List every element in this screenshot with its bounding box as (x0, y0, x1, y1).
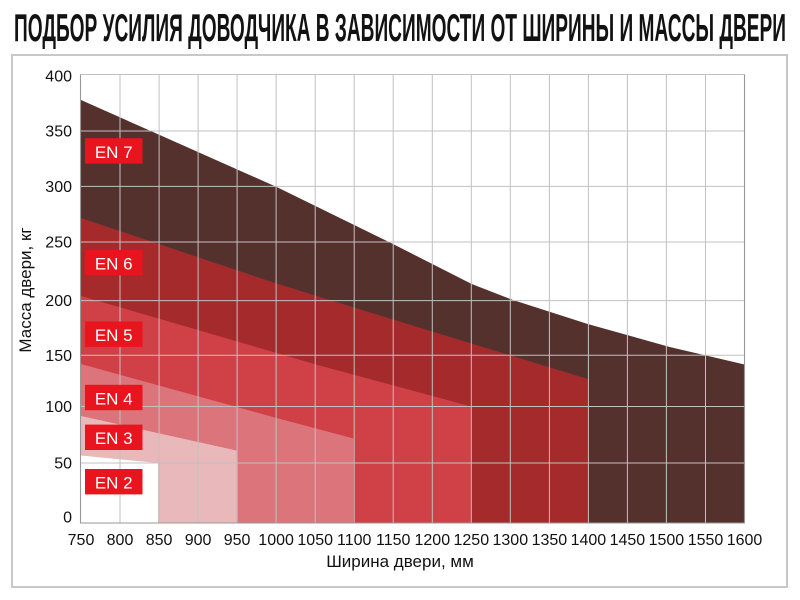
svg-text:1200: 1200 (415, 532, 451, 549)
svg-text:1150: 1150 (376, 532, 411, 549)
svg-text:1450: 1450 (610, 532, 646, 549)
svg-text:EN 3: EN 3 (95, 429, 133, 448)
svg-text:950: 950 (224, 532, 251, 549)
svg-text:1250: 1250 (454, 532, 490, 549)
svg-text:350: 350 (45, 124, 72, 141)
svg-text:1350: 1350 (532, 532, 568, 549)
svg-text:Масса двери, кг: Масса двери, кг (16, 227, 35, 352)
svg-text:50: 50 (54, 456, 72, 473)
svg-text:900: 900 (185, 532, 212, 549)
svg-text:1600: 1600 (727, 532, 763, 549)
svg-text:EN 2: EN 2 (95, 474, 133, 493)
svg-text:1550: 1550 (688, 532, 724, 549)
svg-text:750: 750 (68, 532, 95, 549)
svg-text:300: 300 (45, 179, 72, 196)
svg-text:850: 850 (146, 532, 173, 549)
svg-text:1300: 1300 (493, 532, 529, 549)
svg-text:EN 4: EN 4 (95, 389, 133, 408)
svg-text:150: 150 (45, 348, 72, 365)
svg-text:200: 200 (45, 293, 72, 310)
svg-text:Ширина двери, мм: Ширина двери, мм (326, 552, 474, 571)
svg-text:1000: 1000 (258, 532, 294, 549)
svg-text:1050: 1050 (297, 532, 333, 549)
svg-text:800: 800 (107, 532, 134, 549)
svg-text:EN 6: EN 6 (95, 255, 133, 274)
svg-text:250: 250 (45, 235, 72, 252)
svg-text:1500: 1500 (649, 532, 685, 549)
svg-text:100: 100 (45, 399, 72, 416)
svg-text:1400: 1400 (571, 532, 607, 549)
svg-text:1100: 1100 (337, 532, 372, 549)
svg-text:400: 400 (45, 69, 72, 86)
svg-text:0: 0 (63, 510, 72, 527)
svg-text:EN 7: EN 7 (95, 143, 133, 162)
svg-text:ПОДБОР УСИЛИЯ ДОВОДЧИКА В ЗАВИ: ПОДБОР УСИЛИЯ ДОВОДЧИКА В ЗАВИСИМОСТИ ОТ… (14, 7, 786, 50)
svg-text:EN 5: EN 5 (95, 326, 133, 345)
